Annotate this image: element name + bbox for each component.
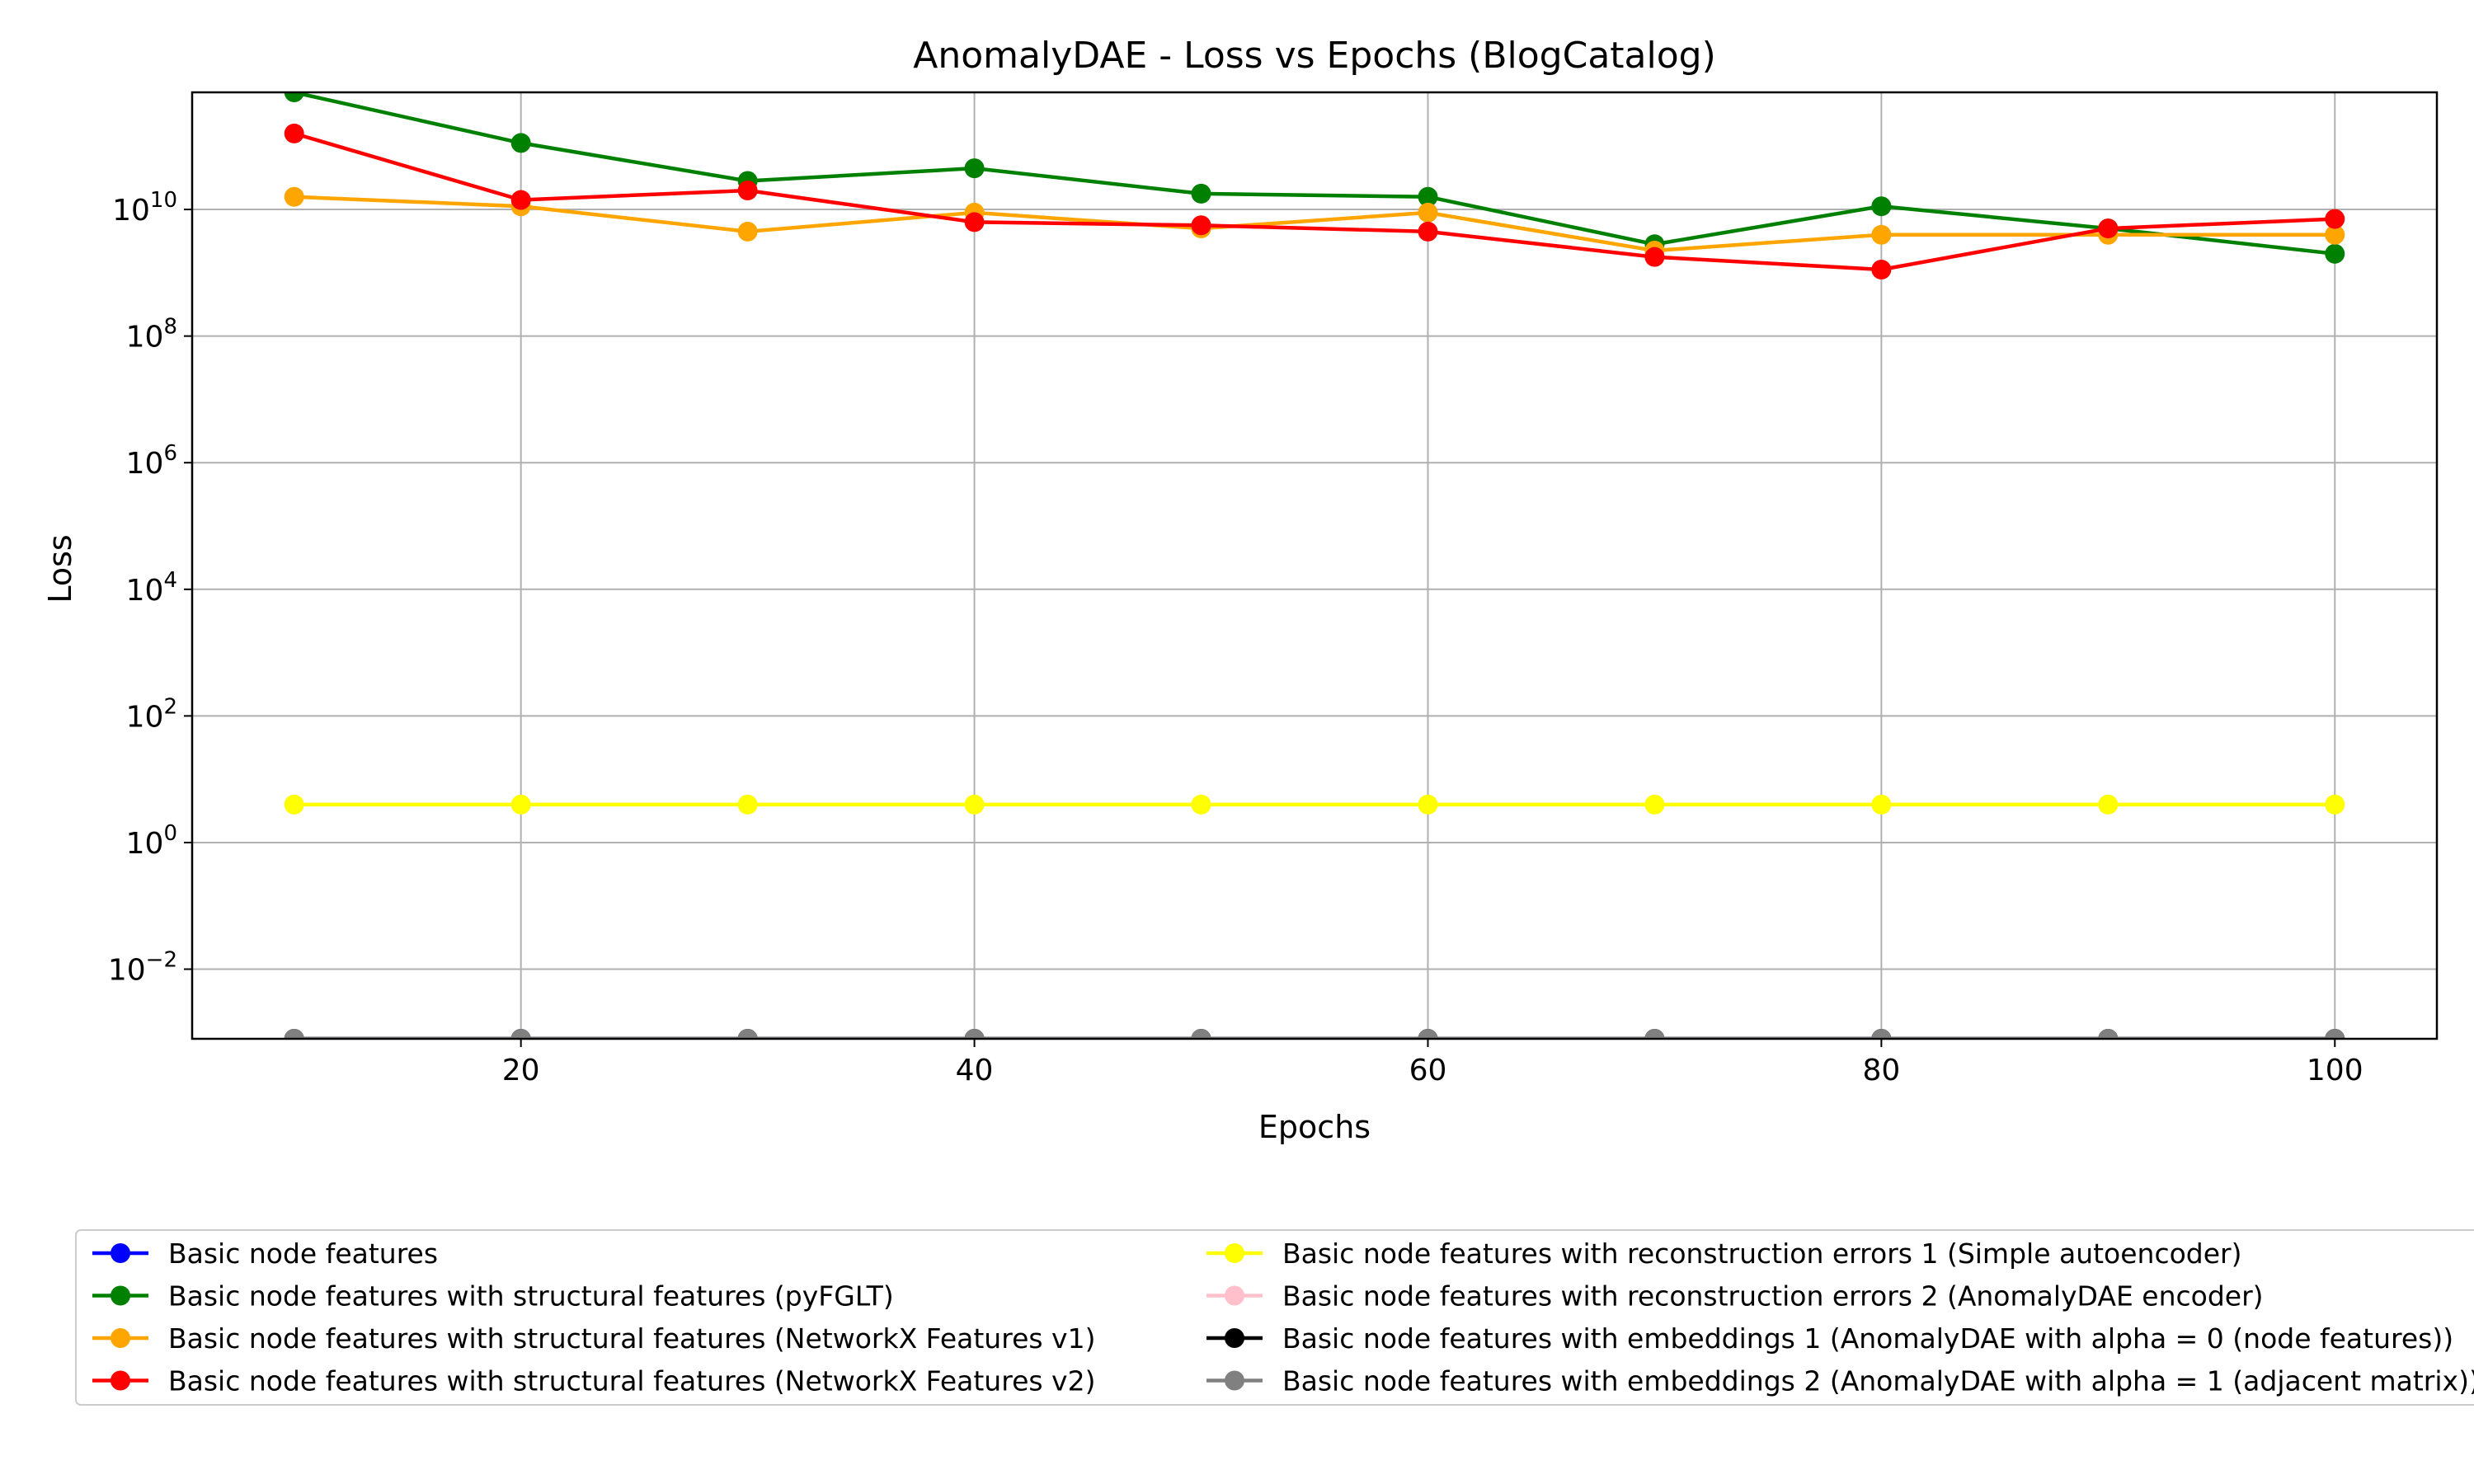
x-tick-label: 40 — [956, 1054, 994, 1087]
legend-entry: Basic node features with reconstruction … — [1206, 1280, 2264, 1313]
data-point — [2325, 224, 2345, 245]
legend-entry: Basic node features with embeddings 2 (A… — [1206, 1365, 2474, 1397]
data-point — [1871, 260, 1892, 280]
data-point — [1191, 215, 1211, 236]
data-point — [964, 212, 985, 232]
data-point — [1418, 794, 1438, 815]
data-point — [510, 794, 531, 815]
legend-label: Basic node features with embeddings 1 (A… — [1282, 1322, 2453, 1355]
legend-marker — [1225, 1370, 1244, 1391]
series-3 — [284, 123, 2345, 280]
data-point — [737, 794, 758, 815]
legend-entry: Basic node features with embeddings 1 (A… — [1206, 1322, 2453, 1355]
data-point — [1871, 1029, 1892, 1039]
data-point — [510, 1029, 531, 1039]
series-line — [294, 92, 2335, 256]
plot-frame — [190, 91, 2439, 1040]
legend-marker — [1225, 1328, 1244, 1348]
data-point — [964, 794, 985, 815]
data-point — [1418, 1029, 1438, 1039]
y-tick-label: 106 — [126, 441, 177, 481]
series-4 — [284, 794, 2345, 815]
chart-title: AnomalyDAE - Loss vs Epochs (BlogCatalog… — [913, 35, 1716, 77]
data-point — [964, 1029, 985, 1039]
data-point — [1644, 247, 1665, 267]
legend-label: Basic node features with reconstruction … — [1282, 1280, 2264, 1313]
legend-marker — [111, 1370, 130, 1391]
data-point — [1418, 186, 1438, 207]
data-point — [510, 190, 531, 210]
data-point — [2098, 794, 2119, 815]
data-point — [2325, 209, 2345, 229]
data-point — [2325, 794, 2345, 815]
legend-entry: Basic node features — [92, 1237, 438, 1270]
legend-marker — [111, 1285, 130, 1306]
y-tick-label: 104 — [126, 568, 177, 608]
x-axis-label: Epochs — [1258, 1109, 1371, 1145]
legend-entry: Basic node features with structural feat… — [92, 1280, 894, 1313]
data-point — [1191, 794, 1211, 815]
x-axis-ticks: 20 40 60 80 100 — [502, 1039, 2363, 1087]
legend-marker — [1225, 1243, 1244, 1263]
data-point — [284, 794, 304, 815]
legend-entry: Basic node features with reconstruction … — [1206, 1237, 2242, 1270]
data-point — [1644, 794, 1665, 815]
data-point — [2098, 218, 2119, 239]
data-point — [1871, 196, 1892, 217]
legend-marker — [111, 1328, 130, 1348]
data-point — [737, 221, 758, 242]
grid-lines — [192, 92, 2437, 1039]
legend-label: Basic node features with reconstruction … — [1282, 1237, 2242, 1270]
data-point — [284, 123, 304, 143]
y-tick-label: 102 — [126, 694, 177, 734]
data-point — [2325, 1029, 2345, 1039]
data-point — [284, 92, 304, 102]
data-point — [1644, 1029, 1665, 1039]
series-lines — [284, 92, 2345, 1039]
data-point — [2098, 1029, 2119, 1039]
y-tick-label: 108 — [126, 315, 177, 355]
data-point — [284, 186, 304, 207]
legend-label: Basic node features — [168, 1237, 438, 1270]
series-line — [294, 195, 2335, 253]
data-point — [1871, 794, 1892, 815]
data-point — [964, 158, 985, 179]
data-point — [1418, 202, 1438, 223]
legend-label: Basic node features with embeddings 2 (A… — [1282, 1365, 2474, 1397]
x-tick-label: 60 — [1409, 1054, 1447, 1087]
x-tick-label: 20 — [502, 1054, 540, 1087]
data-point — [1191, 1029, 1211, 1039]
series-7 — [284, 1029, 2345, 1039]
data-point — [1191, 183, 1211, 204]
y-tick-label: 1010 — [112, 188, 177, 228]
legend-marker — [111, 1243, 130, 1263]
y-axis-label: Loss — [42, 534, 78, 603]
data-point — [737, 181, 758, 201]
data-point — [510, 133, 531, 153]
data-point — [2325, 243, 2345, 264]
legend-label: Basic node features with structural feat… — [168, 1322, 1095, 1355]
data-point — [284, 1029, 304, 1039]
y-tick-label: 10−2 — [108, 948, 177, 988]
series-line — [294, 131, 2335, 272]
data-point — [1871, 224, 1892, 245]
legend-marker — [1225, 1285, 1244, 1306]
x-tick-label: 80 — [1862, 1054, 1900, 1087]
legend: Basic node features Basic node features w… — [75, 1229, 2474, 1406]
x-tick-label: 100 — [2307, 1054, 2363, 1087]
y-axis-ticks: 10−2 100 102 104 106 108 1010 — [108, 188, 192, 988]
data-point — [1418, 221, 1438, 242]
legend-label: Basic node features with structural feat… — [168, 1280, 894, 1313]
legend-entry: Basic node features with structural feat… — [92, 1365, 1095, 1397]
legend-entry: Basic node features with structural feat… — [92, 1322, 1095, 1355]
data-point — [737, 1029, 758, 1039]
legend-label: Basic node features with structural feat… — [168, 1365, 1095, 1397]
y-tick-label: 100 — [126, 821, 177, 861]
legend-frame — [75, 1229, 2474, 1406]
